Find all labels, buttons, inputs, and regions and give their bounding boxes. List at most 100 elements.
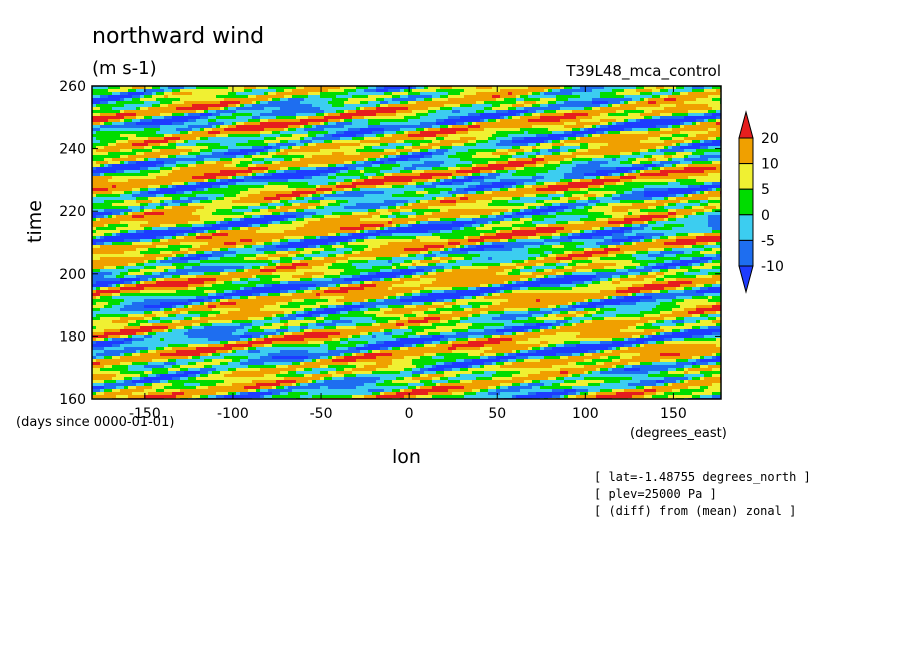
field-cell [688,107,692,110]
field-cell [560,161,564,164]
field-cell [420,170,424,173]
field-cell [316,92,320,95]
field-cell [124,98,128,101]
field-cell [604,137,608,140]
field-cell [320,149,324,152]
field-cell [472,110,476,113]
field-cell [216,116,220,119]
field-cell [152,116,156,119]
field-cell [440,176,444,179]
field-cell [688,104,692,107]
field-cell [236,158,240,161]
field-cell [100,131,104,134]
field-cell [328,176,332,179]
field-cell [472,113,476,116]
field-cell [652,134,656,137]
field-cell [420,155,424,158]
field-cell [212,146,216,149]
field-cell [548,152,552,155]
field-cell [336,137,340,140]
field-cell [448,113,452,116]
field-cell [560,101,564,104]
field-cell [376,161,380,164]
field-cell [284,173,288,176]
field-cell [688,155,692,158]
field-cell [264,152,268,155]
field-cell [228,146,232,149]
field-cell [536,164,540,167]
field-cell [264,101,268,104]
field-cell [556,122,560,125]
field-cell [684,95,688,98]
field-cell [320,170,324,173]
field-cell [700,107,704,110]
field-cell [356,131,360,134]
field-cell [240,107,244,110]
field-cell [584,149,588,152]
field-cell [472,149,476,152]
field-cell [420,131,424,134]
field-cell [256,176,260,179]
field-cell [408,119,412,122]
field-cell [520,143,524,146]
field-cell [264,164,268,167]
field-cell [216,134,220,137]
field-cell [112,89,116,92]
field-cell [556,143,560,146]
field-cell [580,98,584,101]
field-cell [472,164,476,167]
field-cell [680,161,684,164]
field-cell [420,113,424,116]
field-cell [584,161,588,164]
field-cell [248,89,252,92]
field-cell [488,101,492,104]
field-cell [452,158,456,161]
field-cell [680,86,684,89]
field-cell [284,179,288,182]
field-cell [164,116,168,119]
field-cell [300,170,304,173]
field-cell [256,98,260,101]
field-cell [472,134,476,137]
field-cell [400,143,404,146]
field-cell [456,116,460,119]
field-cell [488,155,492,158]
field-cell [568,131,572,134]
field-cell [144,164,148,167]
field-cell [412,179,416,182]
field-cell [408,107,412,110]
field-cell [536,170,540,173]
field-cell [404,125,408,128]
field-cell [452,98,456,101]
field-cell [632,134,636,137]
field-cell [712,116,716,119]
field-cell [124,119,128,122]
field-cell [160,152,164,155]
field-cell [696,167,700,170]
field-cell [120,149,124,152]
field-cell [376,176,380,179]
field-cell [240,110,244,113]
field-cell [180,161,184,164]
field-cell [644,119,648,122]
field-cell [480,158,484,161]
field-cell [348,179,352,182]
field-cell [696,140,700,143]
field-cell [268,122,272,125]
field-cell [100,149,104,152]
field-cell [180,104,184,107]
field-cell [480,95,484,98]
field-cell [232,164,236,167]
field-cell [392,113,396,116]
field-cell [296,176,300,179]
field-cell [548,113,552,116]
field-cell [184,122,188,125]
field-cell [224,164,228,167]
field-cell [340,152,344,155]
field-cell [544,170,548,173]
field-cell [188,152,192,155]
field-cell [404,137,408,140]
field-cell [332,176,336,179]
field-cell [168,149,172,152]
field-cell [360,101,364,104]
